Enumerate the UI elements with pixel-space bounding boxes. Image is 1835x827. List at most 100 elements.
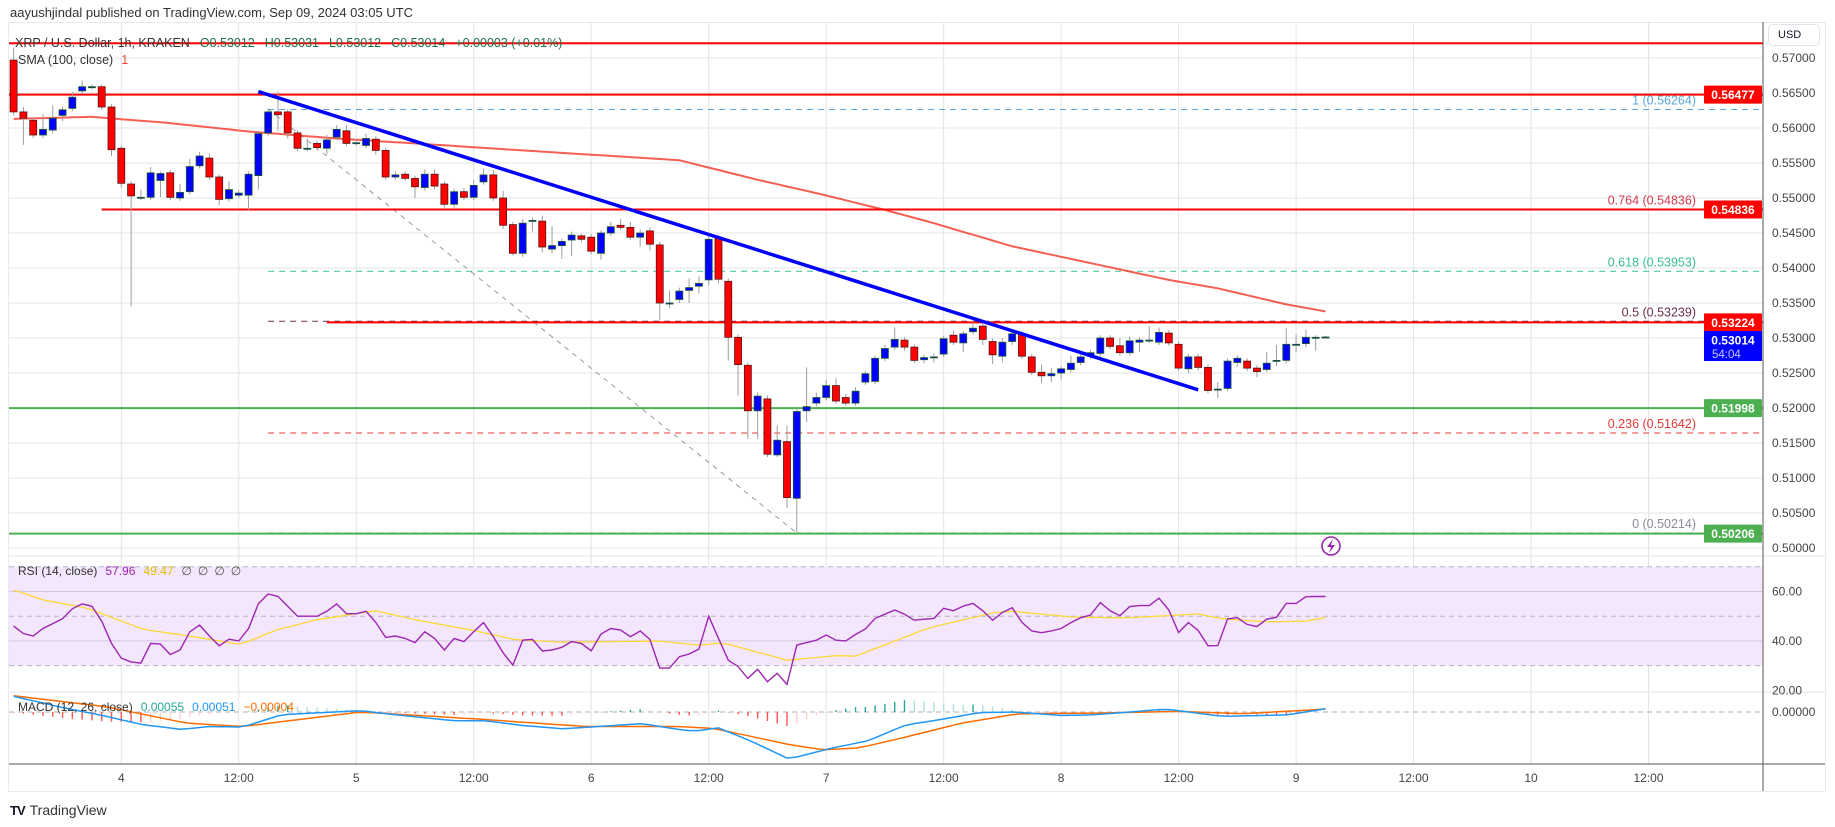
bearish-trendline[interactable] <box>257 89 1199 392</box>
candle[interactable] <box>391 171 400 180</box>
candle[interactable] <box>841 394 850 406</box>
candle[interactable] <box>293 130 302 152</box>
candle[interactable] <box>626 221 635 240</box>
candle[interactable] <box>1008 330 1017 345</box>
candle[interactable] <box>792 408 801 534</box>
candle[interactable] <box>469 179 478 201</box>
candle[interactable] <box>479 168 488 185</box>
candle[interactable] <box>1213 382 1222 399</box>
candle[interactable] <box>616 219 625 231</box>
candle[interactable] <box>665 290 674 308</box>
candle[interactable] <box>743 362 752 439</box>
candle[interactable] <box>1135 337 1144 352</box>
candle[interactable] <box>244 171 253 210</box>
rsi-legend-line[interactable]: RSI (14, close) 57.96 49.47 ∅ ∅ ∅ ∅ <box>18 564 241 578</box>
candle[interactable] <box>773 425 782 458</box>
currency-button[interactable]: USD <box>1768 24 1820 46</box>
candle[interactable] <box>78 80 87 94</box>
candle[interactable] <box>724 278 733 361</box>
candle[interactable] <box>283 109 292 139</box>
candle[interactable] <box>695 276 703 294</box>
candle[interactable] <box>1096 335 1105 357</box>
candle[interactable] <box>890 327 899 350</box>
candle[interactable] <box>1174 341 1183 371</box>
candle[interactable] <box>39 114 47 138</box>
candle[interactable] <box>929 353 938 363</box>
candle[interactable] <box>1155 327 1163 346</box>
candle[interactable] <box>861 370 870 385</box>
candle[interactable] <box>88 84 96 90</box>
candle[interactable] <box>1047 368 1056 383</box>
candle[interactable] <box>1204 364 1212 394</box>
candle[interactable] <box>675 287 684 303</box>
candle[interactable] <box>1194 354 1203 371</box>
macd-legend-line[interactable]: MACD (12, 26, close) 0.00055 0.00051 −0.000… <box>18 700 294 714</box>
candle[interactable] <box>401 171 410 182</box>
candle[interactable] <box>97 84 106 110</box>
candle[interactable] <box>264 108 273 136</box>
candle[interactable] <box>988 338 997 364</box>
candle[interactable] <box>528 217 537 232</box>
candle[interactable] <box>156 171 165 198</box>
candle[interactable] <box>587 234 596 254</box>
candle[interactable] <box>1067 355 1075 373</box>
candle[interactable] <box>460 188 468 201</box>
candle[interactable] <box>753 392 762 439</box>
candle[interactable] <box>136 189 145 201</box>
candle[interactable] <box>508 221 517 256</box>
candle[interactable] <box>1292 334 1300 353</box>
candle[interactable] <box>714 235 723 284</box>
candle[interactable] <box>371 136 380 155</box>
candle[interactable] <box>176 184 184 201</box>
candle[interactable] <box>440 181 449 208</box>
candle[interactable] <box>313 140 321 151</box>
candle[interactable] <box>146 167 155 201</box>
candle[interactable] <box>1311 335 1320 351</box>
candle[interactable] <box>636 229 645 248</box>
candle[interactable] <box>499 191 508 229</box>
candle[interactable] <box>195 151 204 169</box>
candle[interactable] <box>303 138 312 152</box>
candle[interactable] <box>783 425 791 509</box>
candle[interactable] <box>1253 365 1261 378</box>
candle[interactable] <box>685 278 694 304</box>
candle[interactable] <box>959 331 968 352</box>
candle[interactable] <box>597 230 605 260</box>
candle[interactable] <box>430 169 439 190</box>
candle[interactable] <box>342 125 351 147</box>
candle[interactable] <box>254 130 263 190</box>
candle[interactable] <box>822 380 831 401</box>
macd-legend[interactable]: MACD (12, 26, close) <box>18 700 133 714</box>
candle[interactable] <box>332 125 341 140</box>
candle[interactable] <box>1301 329 1310 348</box>
candle[interactable] <box>881 345 889 362</box>
sma-legend-line[interactable]: SMA (100, close) 1 <box>18 53 128 67</box>
candle[interactable] <box>234 190 243 198</box>
candle[interactable] <box>1272 345 1281 366</box>
candle[interactable] <box>920 354 928 364</box>
rsi-pane[interactable] <box>13 589 1326 686</box>
candle[interactable] <box>1243 358 1252 371</box>
candle[interactable] <box>1262 352 1271 373</box>
candle[interactable] <box>606 221 615 236</box>
price-pane[interactable]: 1 (0.56264) 0.764 (0.54836) 0.618 (0.53953… <box>0 42 1763 535</box>
macd-pane[interactable] <box>9 695 1763 759</box>
candle[interactable] <box>215 174 224 205</box>
candle[interactable] <box>1321 335 1330 339</box>
candle[interactable] <box>185 158 194 195</box>
candle[interactable] <box>998 338 1007 363</box>
candle[interactable] <box>489 170 498 201</box>
candle[interactable] <box>166 170 175 201</box>
sma-legend[interactable]: SMA (100, close) <box>18 53 113 67</box>
candle[interactable] <box>1164 330 1173 346</box>
candle[interactable] <box>567 231 576 257</box>
candle[interactable] <box>450 188 459 208</box>
rsi-legend[interactable]: RSI (14, close) <box>18 564 97 578</box>
candle[interactable] <box>655 242 664 321</box>
candle[interactable] <box>802 367 811 422</box>
candle[interactable] <box>812 392 821 407</box>
candle[interactable] <box>58 107 67 121</box>
candle[interactable] <box>420 169 429 191</box>
candle[interactable] <box>19 107 28 145</box>
